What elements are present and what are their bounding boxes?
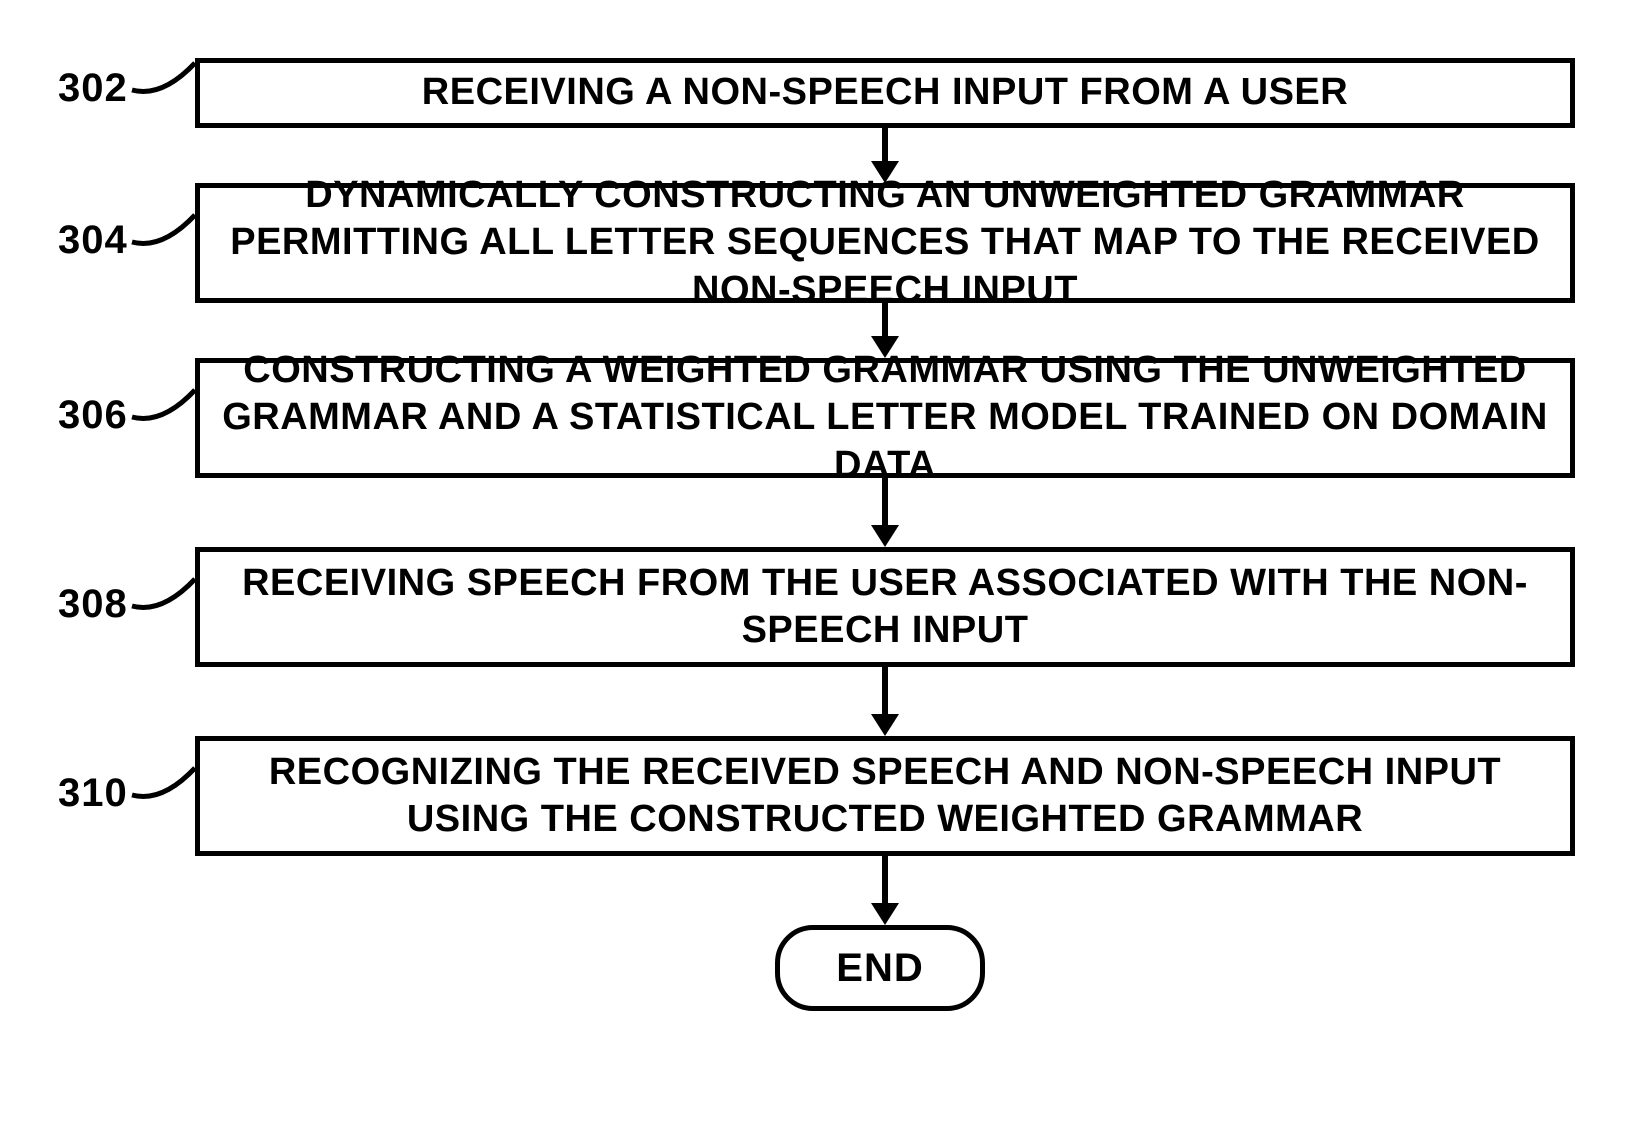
step-text: CONSTRUCTING A WEIGHTED GRAMMAR USING TH… [220, 347, 1550, 490]
end-text: END [836, 946, 923, 991]
arrow-line [882, 856, 888, 903]
lead-line [132, 576, 202, 616]
step-306: CONSTRUCTING A WEIGHTED GRAMMAR USING TH… [195, 358, 1575, 478]
flowchart-canvas: RECEIVING A NON-SPEECH INPUT FROM A USER… [0, 0, 1645, 1129]
lead-line [132, 212, 202, 252]
arrow-line [882, 303, 888, 336]
end-terminator: END [775, 925, 985, 1011]
ref-label-302: 302 [58, 66, 128, 111]
step-text: RECEIVING SPEECH FROM THE USER ASSOCIATE… [220, 560, 1550, 655]
step-302: RECEIVING A NON-SPEECH INPUT FROM A USER [195, 58, 1575, 128]
arrow-line [882, 478, 888, 525]
step-310: RECOGNIZING THE RECEIVED SPEECH AND NON-… [195, 736, 1575, 856]
ref-label-308: 308 [58, 582, 128, 627]
arrow-head-icon [871, 336, 899, 358]
step-text: DYNAMICALLY CONSTRUCTING AN UNWEIGHTED G… [220, 172, 1550, 315]
step-304: DYNAMICALLY CONSTRUCTING AN UNWEIGHTED G… [195, 183, 1575, 303]
step-text: RECOGNIZING THE RECEIVED SPEECH AND NON-… [220, 749, 1550, 844]
lead-line [132, 765, 202, 805]
ref-label-306: 306 [58, 393, 128, 438]
lead-line [132, 60, 202, 100]
step-308: RECEIVING SPEECH FROM THE USER ASSOCIATE… [195, 547, 1575, 667]
arrow-line [882, 128, 888, 161]
arrow-head-icon [871, 903, 899, 925]
step-text: RECEIVING A NON-SPEECH INPUT FROM A USER [422, 69, 1348, 117]
arrow-head-icon [871, 525, 899, 547]
lead-line [132, 387, 202, 427]
ref-label-304: 304 [58, 218, 128, 263]
arrow-head-icon [871, 714, 899, 736]
arrow-line [882, 667, 888, 714]
arrow-head-icon [871, 161, 899, 183]
ref-label-310: 310 [58, 771, 128, 816]
